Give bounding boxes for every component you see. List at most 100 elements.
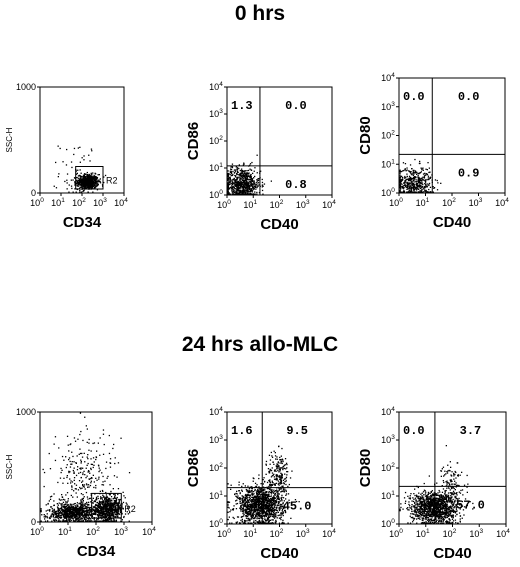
event-dot xyxy=(242,171,244,173)
event-dot xyxy=(103,181,105,184)
event-dot xyxy=(282,514,284,517)
event-dot xyxy=(57,507,59,509)
event-dot xyxy=(238,187,240,189)
event-dot xyxy=(95,176,98,179)
event-dot xyxy=(424,183,426,185)
event-dot xyxy=(87,186,89,188)
event-dot xyxy=(416,180,418,183)
event-dot xyxy=(73,467,75,469)
event-dot xyxy=(86,515,88,517)
event-dot xyxy=(94,180,97,182)
event-dot xyxy=(82,501,84,503)
event-dot xyxy=(89,174,91,176)
event-dot xyxy=(263,496,265,498)
event-dot xyxy=(95,510,97,512)
event-dot xyxy=(412,177,415,179)
event-dot xyxy=(273,500,276,502)
event-dot xyxy=(74,440,77,442)
event-dot xyxy=(113,501,116,503)
event-dot xyxy=(266,491,268,493)
event-dot xyxy=(54,512,57,514)
event-dot xyxy=(227,188,229,190)
event-dot xyxy=(284,510,286,512)
event-dot xyxy=(246,511,248,514)
event-dot xyxy=(428,182,431,185)
event-dot xyxy=(79,511,81,514)
event-dot xyxy=(103,503,105,505)
x-tick-label: 102 xyxy=(270,199,284,210)
event-dot xyxy=(64,517,66,519)
event-dot xyxy=(66,182,68,184)
event-dot xyxy=(76,510,78,512)
gate-label: R2 xyxy=(106,176,118,186)
event-dot xyxy=(242,192,244,194)
event-dot xyxy=(101,484,103,486)
event-dot xyxy=(253,520,255,522)
event-dot xyxy=(267,494,270,496)
event-dot xyxy=(93,442,96,444)
event-dot xyxy=(67,506,69,508)
event-dot xyxy=(114,506,117,508)
event-dot xyxy=(263,488,265,491)
event-dot xyxy=(242,177,244,179)
event-dot xyxy=(93,500,95,503)
event-dot xyxy=(245,506,247,508)
event-dot xyxy=(105,461,108,463)
event-dot xyxy=(89,520,91,522)
event-dot xyxy=(92,191,94,193)
event-dot xyxy=(228,507,230,509)
event-dot xyxy=(93,183,95,185)
event-dot xyxy=(265,522,267,524)
event-dot xyxy=(227,173,229,175)
event-dot xyxy=(107,512,109,514)
event-dot xyxy=(73,477,76,479)
event-dot xyxy=(240,186,242,188)
event-dot xyxy=(245,511,247,513)
event-dot xyxy=(103,516,105,518)
event-dot xyxy=(421,191,423,193)
event-dot xyxy=(102,484,105,486)
event-dot xyxy=(238,498,241,500)
event-dot xyxy=(265,493,268,496)
event-dot xyxy=(253,182,255,184)
event-dot xyxy=(235,176,237,178)
event-dot xyxy=(265,515,267,517)
x-tick-label: 100 xyxy=(30,526,44,537)
event-dot xyxy=(260,170,262,172)
event-dot xyxy=(270,490,272,492)
event-dot xyxy=(269,513,271,515)
event-dot xyxy=(240,519,242,522)
event-dot xyxy=(83,175,86,177)
event-dot xyxy=(87,470,90,472)
event-dot xyxy=(90,493,92,495)
event-dot xyxy=(430,191,432,193)
event-dot xyxy=(73,461,75,463)
event-dot xyxy=(235,166,237,168)
event-dot xyxy=(232,174,234,176)
event-dot xyxy=(57,504,59,506)
event-dot xyxy=(227,179,229,182)
event-dot xyxy=(88,511,90,513)
event-dot xyxy=(55,161,57,164)
event-dot xyxy=(270,503,272,505)
event-dot xyxy=(419,172,421,174)
event-dot xyxy=(400,179,403,181)
event-dot xyxy=(90,177,92,179)
event-dot xyxy=(72,507,74,509)
event-dot xyxy=(401,186,403,188)
event-dot xyxy=(256,492,258,495)
event-dot xyxy=(77,179,79,182)
x-tick-label: 103 xyxy=(469,197,483,208)
event-dot xyxy=(83,176,85,178)
event-dot xyxy=(67,444,69,446)
event-dot xyxy=(96,504,99,507)
event-dot xyxy=(244,193,246,195)
event-dot xyxy=(85,491,88,494)
event-dot xyxy=(274,509,276,511)
event-dot xyxy=(87,514,89,516)
event-dot xyxy=(64,515,67,517)
event-dot xyxy=(265,510,268,513)
event-dot xyxy=(77,147,79,149)
event-dot xyxy=(86,185,88,187)
